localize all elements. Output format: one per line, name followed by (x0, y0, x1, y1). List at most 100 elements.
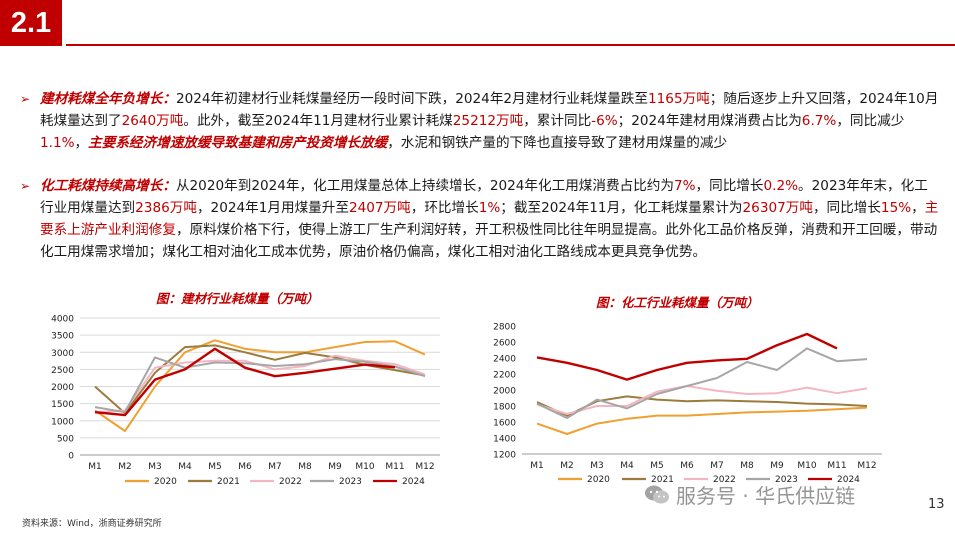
y-tick-label: 1500 (51, 400, 74, 410)
paragraph-building-materials: ➢ 建材耗煤全年负增长：2024年初建材行业耗煤量经历一段时间下跌，2024年2… (20, 88, 940, 154)
wechat-icon (645, 485, 669, 503)
x-tick-label: M4 (620, 461, 634, 471)
x-tick-label: M11 (385, 462, 404, 472)
x-tick-label: M2 (118, 462, 132, 472)
paragraph-segment: ，累计同比 (523, 113, 592, 129)
y-tick-label: 1400 (493, 435, 516, 445)
y-tick-label: 2400 (493, 355, 516, 365)
x-tick-label: M1 (88, 462, 102, 472)
x-tick-label: M7 (710, 461, 724, 471)
paragraph-segment: ，环比增长 (410, 200, 479, 216)
bullet-arrow-icon: ➢ (20, 92, 31, 106)
series-line-2022 (536, 385, 868, 415)
building-coal-chart: 0 500 1000 1500 2000 2500 3000 3500 4000 M1 M2 M3 M4… (51, 315, 440, 487)
paragraph-segment: 1165万吨 (648, 91, 710, 107)
x-tick-label: M3 (148, 462, 162, 472)
series-line-2020 (536, 406, 868, 435)
section-number-badge: 2.1 (0, 0, 62, 46)
paragraph-segment: ；截至2024年11月，化工耗煤量累计为 (500, 200, 743, 216)
paragraph-segment: 2024年初建材行业耗煤量经历一段时间下跌，2024年2月建材行业耗煤量跌至 (175, 91, 648, 107)
legend-label-2024: 2024 (837, 475, 860, 485)
y-tick-label: 0 (68, 452, 74, 462)
paragraph-segment: ，水泥和钢铁产量的下降也直接导致了建材用煤量的减少 (387, 135, 728, 151)
source-note: 资料来源：Wind，浙商证券研究所 (22, 519, 162, 529)
series-line-2024 (536, 332, 838, 381)
paragraph-segment: 。2023年年末，化工行业用煤量达到 (40, 178, 928, 216)
paragraph-segment: 7% (673, 178, 696, 194)
paragraph-segment: 26307万吨 (742, 200, 813, 216)
y-tick-label: 2200 (493, 371, 516, 381)
legend-label-2023: 2023 (775, 475, 798, 485)
paragraph-segment: 0.2% (763, 178, 799, 194)
x-tick-label: M5 (208, 462, 222, 472)
x-tick-label: M5 (650, 461, 664, 471)
paragraph-segment: ；随后逐步上升又回落，2024年10月耗煤量达到了 (40, 91, 939, 129)
paragraph-segment: 化工耗煤持续高增长： (40, 178, 176, 194)
paragraph-segment: ，2024年1月用煤量升至 (196, 200, 349, 216)
bullet-arrow-icon: ➢ (20, 179, 31, 193)
y-tick-label: 1600 (493, 419, 516, 429)
y-tick-label: 2800 (493, 323, 516, 333)
series-line-2023 (94, 356, 426, 414)
paragraph-segment: ；2024年建材用煤消费占比为 (617, 113, 802, 129)
y-tick-label: 1800 (493, 403, 516, 413)
x-tick-label: M3 (590, 461, 604, 471)
paragraph-segment: 1.1% (40, 135, 75, 151)
x-tick-label: M4 (178, 462, 192, 472)
y-tick-label: 2000 (51, 383, 74, 393)
chemical-coal-chart: 1200 1400 1600 1800 2000 2200 2400 2600 2800 M1 M2… (493, 323, 882, 485)
legend-label-2022: 2022 (279, 477, 302, 487)
y-tick-label: 3500 (51, 332, 74, 342)
y-tick-label: 500 (57, 434, 74, 444)
paragraph-segment: ，同比减少 (836, 113, 905, 129)
paragraph-segment: 从2020年到2024年，化工用煤量总体上持续增长，2024年化工用煤消费占比约… (175, 178, 674, 194)
legend-label-2020: 2020 (587, 475, 610, 485)
x-tick-label: M9 (770, 461, 784, 471)
watermark-text: 服务号 · 华氏供应链 (676, 484, 856, 508)
x-tick-label: M6 (680, 461, 694, 471)
y-tick-label: 1200 (493, 451, 516, 461)
paragraph-segment: ，同比增长 (812, 200, 881, 216)
chart-title-building: 图：建材行业耗煤量（万吨） (156, 291, 319, 306)
paragraph-text: 建材耗煤全年负增长：2024年初建材行业耗煤量经历一段时间下跌，2024年2月建… (40, 88, 940, 154)
watermark: 服务号 · 华氏供应链 (644, 480, 855, 509)
paragraph-segment: 25212万吨 (452, 113, 524, 129)
paragraph-segment: 1% (478, 200, 501, 216)
x-tick-label: M12 (857, 461, 876, 471)
x-tick-label: M9 (328, 462, 342, 472)
series-line-2020 (94, 339, 426, 432)
x-tick-label: M10 (797, 461, 816, 471)
series-line-2023 (536, 347, 868, 419)
paragraph-segment: 主要系上游产业利润修复 (40, 200, 939, 238)
paragraph-segment: 6.7% (801, 113, 837, 129)
paragraph-text: 化工耗煤持续高增长：从2020年到2024年，化工用煤量总体上持续增长，2024… (40, 175, 940, 263)
paragraph-segment: 主要系经济增速放缓导致基建和房产投资增长放缓 (88, 135, 388, 151)
paragraph-chemical: ➢ 化工耗煤持续高增长：从2020年到2024年，化工用煤量总体上持续增长，20… (20, 175, 940, 263)
x-tick-label: M12 (415, 462, 434, 472)
series-line-2024 (94, 347, 396, 417)
x-tick-label: M10 (355, 462, 374, 472)
y-tick-label: 4000 (51, 315, 74, 325)
legend-label-2021: 2021 (217, 477, 240, 487)
paragraph-segment: 2386万吨 (135, 200, 197, 216)
paragraph-segment: -6% (591, 113, 618, 129)
x-tick-label: M1 (530, 461, 544, 471)
x-tick-label: M2 (560, 461, 574, 471)
paragraph-segment: ，同比增长 (695, 178, 764, 194)
legend-label-2022: 2022 (713, 475, 736, 485)
y-tick-label: 3000 (51, 349, 74, 359)
legend-label-2020: 2020 (154, 477, 177, 487)
paragraph-segment: 2407万吨 (348, 200, 411, 216)
chart-title-chemical: 图：化工行业耗煤量（万吨） (596, 295, 759, 310)
paragraph-segment: 建材耗煤全年负增长： (40, 91, 176, 107)
paragraph-segment: 15% (880, 200, 912, 216)
y-tick-label: 2600 (493, 339, 516, 349)
y-tick-label: 2000 (493, 387, 516, 397)
x-tick-label: M8 (298, 462, 312, 472)
legend-label-2024: 2024 (402, 477, 425, 487)
paragraph-segment: 2640万吨 (121, 113, 184, 129)
paragraph-segment: ，原料煤价格下行，使得上游工厂生产利润好转，开工积极性同比往年明显提高。此外化工… (40, 222, 938, 260)
paragraph-segment: ， (74, 135, 89, 151)
x-tick-label: M11 (827, 461, 846, 471)
legend-label-2023: 2023 (339, 477, 362, 487)
